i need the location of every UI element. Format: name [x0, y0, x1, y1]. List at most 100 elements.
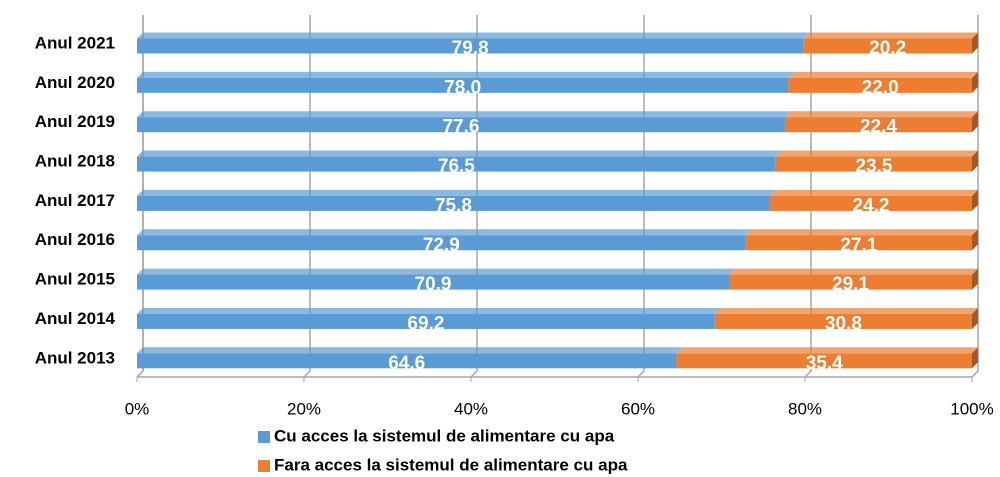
y-tick-label: Anul 2017 — [35, 191, 115, 210]
bar-side — [972, 347, 978, 369]
bar — [137, 71, 795, 93]
bar — [137, 150, 782, 172]
bar-face — [137, 117, 785, 133]
bar-top — [775, 150, 978, 157]
bar-top — [137, 32, 810, 39]
data-label: 29.1 — [832, 274, 869, 295]
grid-line — [971, 15, 979, 378]
data-label: 75.8 — [435, 195, 472, 216]
bar-face — [137, 195, 770, 211]
data-label: 30.8 — [825, 313, 862, 334]
bar-top — [137, 189, 776, 196]
x-tick-label: 20% — [287, 399, 321, 418]
bar-top — [784, 111, 978, 118]
bar — [137, 111, 791, 133]
y-tick-label: Anul 2021 — [35, 33, 115, 52]
bar-face — [729, 274, 972, 290]
bar — [137, 32, 810, 54]
bar — [676, 347, 978, 369]
bar-side — [972, 229, 978, 251]
x-tick-label: 0% — [125, 399, 150, 418]
bar-face — [775, 156, 972, 172]
bar-face — [714, 313, 972, 329]
grid-line — [136, 15, 144, 378]
y-tick-label: Anul 2018 — [35, 152, 115, 171]
data-label: 35.4 — [806, 353, 843, 374]
bar — [714, 307, 978, 329]
bar-top — [745, 229, 978, 236]
bar-top — [803, 32, 978, 39]
bar — [788, 71, 978, 93]
bar-face — [137, 235, 746, 251]
bar — [137, 347, 683, 369]
data-label: 20.2 — [869, 38, 906, 59]
bar-face — [137, 353, 677, 369]
bar-side — [972, 268, 978, 290]
data-label: 22.4 — [860, 117, 897, 138]
data-label: 77.6 — [442, 117, 479, 138]
bar — [137, 268, 736, 290]
legend-label: Fara acces la sistemul de alimentare cu … — [274, 455, 628, 474]
y-tick-label: Anul 2013 — [35, 348, 115, 367]
bar — [784, 111, 978, 133]
grid-line — [637, 15, 645, 378]
bar-face — [676, 353, 972, 369]
data-label: 79.8 — [452, 38, 489, 59]
bar-top — [137, 150, 782, 157]
data-label: 72.9 — [423, 235, 460, 256]
y-tick-label: Anul 2014 — [35, 309, 116, 328]
bar-face — [784, 117, 972, 133]
x-tick-label: 80% — [788, 399, 822, 418]
bar-face — [137, 313, 715, 329]
data-label: 78.0 — [444, 77, 481, 98]
y-tick-label: Anul 2016 — [35, 230, 115, 249]
bar-top — [676, 347, 978, 354]
x-tick-label: 60% — [621, 399, 655, 418]
bar-face — [788, 77, 972, 93]
data-label: 64.6 — [388, 353, 425, 374]
bar-top — [137, 229, 752, 236]
bar-side — [972, 111, 978, 133]
bar-face — [137, 156, 776, 172]
y-tick-label: Anul 2019 — [35, 112, 115, 131]
legend-swatch — [258, 460, 270, 472]
bar-side — [972, 189, 978, 211]
y-tick-label: Anul 2020 — [35, 73, 115, 92]
bar — [137, 189, 776, 211]
bar-face — [769, 195, 972, 211]
data-label: 27.1 — [840, 235, 877, 256]
data-label: 70.9 — [415, 274, 452, 295]
y-tick-label: Anul 2015 — [35, 270, 115, 289]
data-label: 24.2 — [852, 195, 889, 216]
legend-label: Cu acces la sistemul de alimentare cu ap… — [274, 426, 615, 445]
bar-top — [137, 347, 683, 354]
bar-face — [803, 38, 972, 54]
bar-side — [972, 32, 978, 54]
grid-line — [470, 15, 478, 378]
bar-side — [972, 150, 978, 172]
bar-top — [137, 307, 721, 314]
bar-side — [972, 71, 978, 93]
bar-face — [745, 235, 972, 251]
bar — [137, 307, 721, 329]
bar-face — [137, 77, 789, 93]
bar-top — [137, 268, 736, 275]
data-label: 76.5 — [438, 156, 475, 177]
bar — [803, 32, 978, 54]
bar-top — [729, 268, 978, 275]
bar-face — [137, 274, 730, 290]
bar — [729, 268, 978, 290]
grid-line — [303, 15, 311, 378]
bar — [769, 189, 978, 211]
bar-top — [714, 307, 978, 314]
bar-top — [137, 111, 791, 118]
bar — [745, 229, 978, 251]
bar-top — [769, 189, 978, 196]
bar-side — [972, 307, 978, 329]
legend-swatch — [258, 431, 270, 443]
bar-face — [137, 38, 804, 54]
x-tick-label: 40% — [454, 399, 488, 418]
bar — [137, 229, 752, 251]
data-label: 69.2 — [407, 313, 444, 334]
